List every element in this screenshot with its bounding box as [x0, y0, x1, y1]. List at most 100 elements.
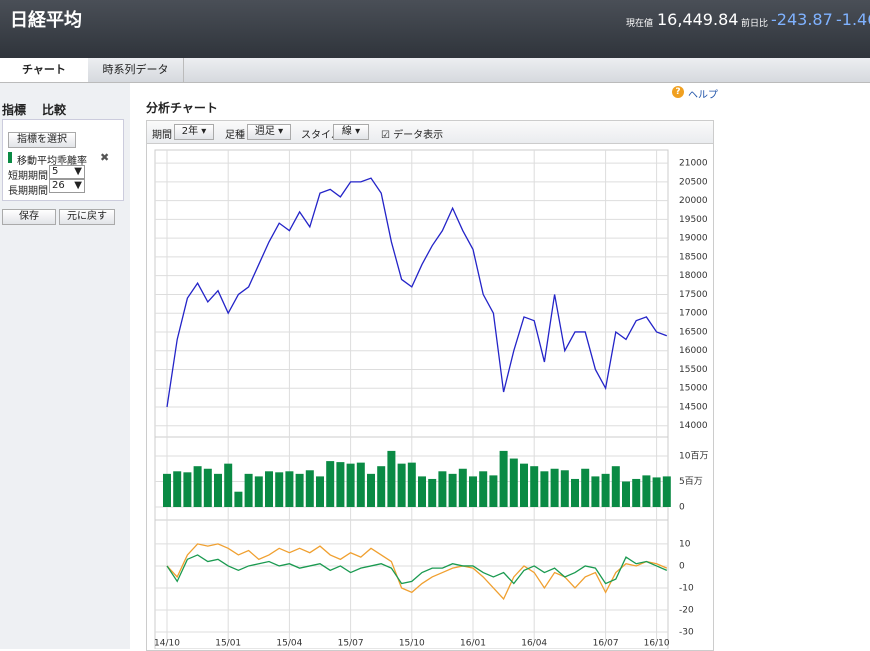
- bar: [499, 450, 508, 507]
- y-tick-label: 21000: [679, 159, 708, 169]
- bar: [560, 470, 569, 507]
- show-data[interactable]: ☑ データ表示: [381, 130, 444, 141]
- y-tick-label: 20000: [679, 196, 708, 206]
- bar: [591, 476, 600, 507]
- short-label: 短期期間: [8, 171, 48, 182]
- bar: [244, 473, 253, 507]
- bar: [520, 463, 528, 507]
- sidebar: 指標 比較 指標を選択 移動平均乖離率 ✖ 短期期間 5 ▼ 長期期間 26 ▼ 保…: [0, 83, 130, 649]
- y-tick-label: 18000: [679, 271, 708, 281]
- bar: [601, 473, 610, 507]
- y-tick-label: 16000: [679, 346, 708, 356]
- bar: [336, 462, 345, 507]
- x-tick-label: 16/07: [593, 639, 619, 649]
- y-tick-label: 5百万: [679, 476, 703, 487]
- bar: [367, 473, 375, 507]
- bar: [234, 491, 243, 507]
- help-icon[interactable]: ?: [672, 86, 684, 98]
- bar: [326, 461, 335, 507]
- period-select[interactable]: 2年 ▾: [174, 124, 214, 140]
- y-tick-label: 15000: [679, 384, 708, 394]
- side-tab[interactable]: 指標: [2, 103, 27, 117]
- y-tick-label: 0: [679, 503, 685, 513]
- x-tick-label: 16/10: [644, 639, 670, 649]
- y-tick-label: 19500: [679, 215, 708, 225]
- price-label: 現在値: [626, 19, 654, 29]
- y-tick-label: 16500: [679, 327, 708, 337]
- bar-label: 足種: [225, 130, 245, 141]
- side-tab[interactable]: 比較: [42, 103, 67, 117]
- bar: [265, 471, 273, 507]
- bar: 週足: [254, 126, 275, 137]
- bar: [418, 476, 426, 507]
- y-tick-label: 14500: [679, 402, 708, 412]
- short-select[interactable]: 5 ▼: [49, 165, 85, 179]
- y-tick-label: 19000: [679, 234, 708, 244]
- save-button[interactable]: 保存: [2, 209, 56, 225]
- y-tick-label: 20500: [679, 177, 708, 187]
- x-tick-label: 15/01: [215, 639, 241, 649]
- y-tick-label: -30: [679, 628, 694, 638]
- price: 16,449.84: [657, 10, 739, 29]
- x-tick-label: 16/01: [460, 639, 486, 649]
- bar-select[interactable]: 週足 ▾: [247, 124, 291, 140]
- reset-button[interactable]: 元に戻す: [59, 209, 115, 225]
- bar: [163, 473, 171, 507]
- bar: [377, 466, 386, 507]
- y-tick-label: 14000: [679, 421, 708, 431]
- bar: [356, 462, 365, 507]
- bar: [224, 463, 233, 507]
- bar: [622, 481, 630, 507]
- help-link[interactable]: ヘルプ: [688, 90, 718, 101]
- tab[interactable]: チャート: [0, 58, 88, 82]
- remove-icon[interactable]: ✖: [100, 151, 110, 164]
- bar: [581, 468, 590, 507]
- long-select[interactable]: 26 ▼: [49, 179, 85, 193]
- select-button[interactable]: 指標を選択: [8, 132, 76, 148]
- bar: [550, 468, 559, 507]
- line: [166, 543, 668, 601]
- y-tick-label: 10百万: [679, 451, 708, 462]
- y-tick-label: -20: [679, 605, 694, 615]
- y-tick-label: 17500: [679, 290, 708, 300]
- x-tick-label: 16/04: [521, 639, 547, 649]
- bar: [489, 475, 498, 507]
- tab-bar: チャート 時系列データ: [0, 58, 870, 83]
- style: 線: [341, 126, 352, 137]
- indicator-swatch: [8, 152, 12, 163]
- bar: [469, 476, 477, 507]
- bar: [203, 468, 212, 507]
- bar: [662, 476, 671, 507]
- style-label: スタイル: [301, 130, 341, 141]
- y-tick-label: -10: [679, 583, 694, 593]
- y-tick-label: 18500: [679, 252, 708, 262]
- indicator-name: 移動平均乖離率: [17, 156, 87, 167]
- long-value: 26: [52, 180, 65, 191]
- bar: [316, 476, 324, 507]
- bar: [407, 462, 416, 507]
- bar: [254, 476, 263, 507]
- change-label: 前日比: [741, 19, 769, 29]
- header: 日経平均 現在値 16,449.84 前日比 -243.87 -1.46: [0, 0, 870, 58]
- line: [166, 177, 668, 408]
- tab[interactable]: 時系列データ: [88, 58, 184, 82]
- period-label: 期間: [152, 130, 172, 141]
- change: -243.87: [771, 10, 833, 29]
- bar: [428, 478, 437, 507]
- y-tick-label: 10: [679, 539, 691, 549]
- bar: [275, 472, 284, 507]
- bar: [305, 470, 314, 507]
- bar: [632, 478, 641, 507]
- change-pct: -1.46: [836, 10, 870, 29]
- bar: [438, 471, 447, 507]
- bar: [642, 475, 651, 507]
- x-tick-label: 15/10: [399, 639, 425, 649]
- bar: [509, 458, 518, 507]
- bar: [214, 473, 222, 507]
- style-select[interactable]: 線 ▾: [333, 124, 369, 140]
- bar: [193, 466, 202, 507]
- chart-panel: 期間 2年 ▾ 足種 週足 ▾ スタイル 線 ▾ ☑ データ表示: [146, 120, 714, 651]
- bar: [295, 473, 304, 507]
- bar: [530, 466, 539, 507]
- bar: [285, 471, 294, 507]
